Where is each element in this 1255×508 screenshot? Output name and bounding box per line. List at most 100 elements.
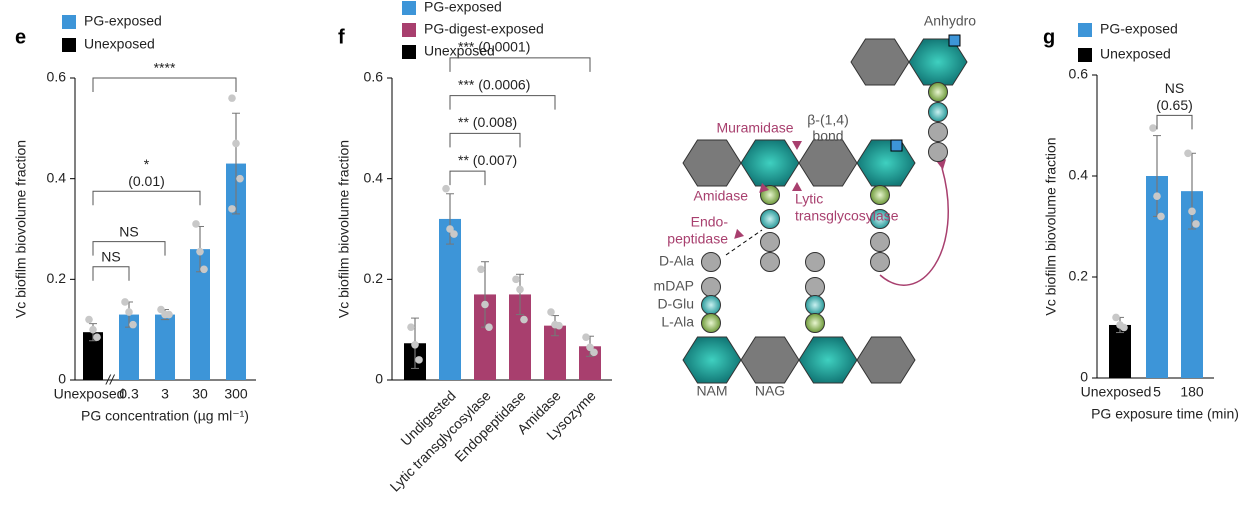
legend-label: Unexposed <box>84 36 155 52</box>
sugar-hexagon <box>798 139 858 187</box>
legend-label: PG-digest-exposed <box>424 21 544 37</box>
enzyme-label: Endo- <box>691 214 729 230</box>
bar <box>226 163 246 380</box>
data-point <box>125 308 133 316</box>
comparison-bracket <box>92 77 237 92</box>
comparison-bracket <box>92 241 166 256</box>
legend-label: PG-exposed <box>1100 21 1178 37</box>
amino-acid <box>870 185 890 205</box>
data-point <box>236 174 244 183</box>
comparison-label: NS <box>101 248 120 264</box>
comparison-bracket <box>449 170 486 186</box>
x-tick-label: Unexposed <box>54 386 125 402</box>
amino-acid <box>760 209 780 229</box>
sugar-label: NAG <box>755 383 785 399</box>
y-tick-label: 0.4 <box>1069 167 1089 183</box>
data-point <box>228 94 236 102</box>
bar <box>83 332 103 380</box>
comparison-label: *** (0.0001) <box>458 39 530 55</box>
comparison-bracket <box>1156 114 1193 130</box>
data-point <box>481 300 489 309</box>
data-point <box>192 220 200 228</box>
comparison-label: **** <box>154 60 176 76</box>
data-point <box>228 205 236 213</box>
data-point <box>121 298 129 306</box>
legend-swatch <box>62 38 76 52</box>
sugar-hexagon <box>856 336 916 384</box>
x-axis-label: PG concentration (µg ml⁻¹) <box>81 408 249 424</box>
y-axis-label: Vc biofilm biovolume fraction <box>336 140 352 318</box>
data-point <box>165 310 173 319</box>
amino-acid <box>870 232 890 252</box>
enzyme-label: peptidase <box>667 231 728 247</box>
data-point <box>200 265 208 274</box>
amino-acid <box>805 295 825 315</box>
bar <box>474 294 496 380</box>
data-point <box>411 340 419 349</box>
data-point <box>442 184 450 193</box>
data-point <box>232 139 240 148</box>
data-point <box>555 321 563 330</box>
sugar-hexagon <box>682 336 742 384</box>
comparison-label: *** (0.0006) <box>458 76 530 92</box>
residue-label: mDAP <box>654 278 694 294</box>
data-point <box>1192 220 1200 228</box>
x-tick-label: 300 <box>224 386 248 402</box>
legend-swatch <box>1078 23 1092 37</box>
amino-acid <box>805 277 825 297</box>
panel-label: e <box>15 26 26 48</box>
x-tick-label: 5 <box>1153 384 1161 400</box>
legend-label: PG-exposed <box>424 0 502 15</box>
data-point <box>93 333 101 342</box>
arrow <box>879 167 949 286</box>
panel-label: f <box>338 26 345 48</box>
y-tick-label: 0.4 <box>364 169 384 185</box>
legend-swatch <box>1078 48 1092 62</box>
y-tick-label: 0.2 <box>364 270 384 286</box>
bar <box>119 314 139 380</box>
legend-label: Unexposed <box>424 43 495 59</box>
amino-acid <box>928 102 948 122</box>
residue-label: D-Ala <box>659 253 694 269</box>
legend-swatch <box>402 45 416 59</box>
y-tick-label: 0 <box>375 371 383 387</box>
comparison-label: (0.65) <box>1156 97 1193 113</box>
data-point <box>477 265 485 274</box>
amino-acid <box>928 122 948 142</box>
enzyme-label: Muramidase <box>716 120 793 136</box>
comparison-label: (0.01) <box>128 173 165 189</box>
bar <box>509 294 531 380</box>
sugar-label: NAM <box>696 383 727 399</box>
anhydro-square <box>948 34 961 47</box>
data-point <box>1153 192 1161 200</box>
amino-acid <box>760 252 780 272</box>
data-point <box>590 348 598 357</box>
x-tick-label: Unexposed <box>1081 384 1152 400</box>
data-point <box>85 315 93 324</box>
axis-break: // <box>105 372 116 388</box>
cut-marker <box>792 141 802 150</box>
bar <box>1146 176 1168 378</box>
y-axis-label: Vc biofilm biovolume fraction <box>1043 137 1059 315</box>
amino-acid <box>701 252 721 272</box>
comparison-bracket <box>92 266 130 281</box>
anhydro-square <box>890 139 903 152</box>
x-tick-label: 30 <box>192 386 208 402</box>
bond-label: bond <box>812 128 843 144</box>
legend-label: Unexposed <box>1100 46 1171 62</box>
sugar-hexagon <box>740 139 800 187</box>
amino-acid <box>870 209 890 229</box>
bar <box>439 218 461 380</box>
x-tick-label: 180 <box>1180 384 1204 400</box>
cut-marker <box>792 182 802 191</box>
x-tick-label: 3 <box>161 386 169 402</box>
cut-marker <box>759 182 770 193</box>
amino-acid <box>805 252 825 272</box>
amino-acid <box>701 313 721 333</box>
bar <box>1181 191 1203 378</box>
diagram: Anhydro Muramidase Amidase Lytictransglycos… <box>654 13 977 399</box>
x-axis-label: PG exposure time (min) <box>1091 406 1239 422</box>
data-point <box>129 320 137 329</box>
y-tick-label: 0.2 <box>1069 268 1089 284</box>
